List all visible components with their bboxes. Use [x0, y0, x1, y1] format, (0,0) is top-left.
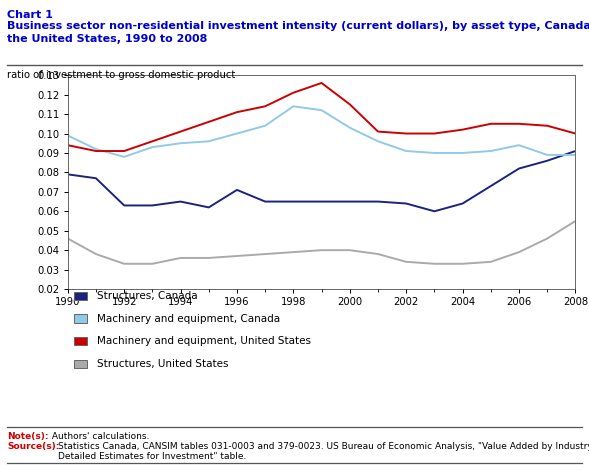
- Text: Machinery and equipment, Canada: Machinery and equipment, Canada: [97, 313, 280, 324]
- Text: Structures, Canada: Structures, Canada: [97, 291, 198, 301]
- Text: ratio of investment to gross domestic product: ratio of investment to gross domestic pr…: [7, 70, 236, 80]
- Text: Note(s):: Note(s):: [7, 432, 48, 441]
- Text: Machinery and equipment, United States: Machinery and equipment, United States: [97, 336, 311, 346]
- Text: Structures, United States: Structures, United States: [97, 359, 229, 369]
- Text: Business sector non-residential investment intensity (current dollars), by asset: Business sector non-residential investme…: [7, 21, 589, 44]
- Text: Source(s):: Source(s):: [7, 442, 59, 451]
- Text: Statistics Canada, CANSIM tables 031-0003 and 379-0023. US Bureau of Economic An: Statistics Canada, CANSIM tables 031-000…: [58, 442, 589, 461]
- Text: Chart 1: Chart 1: [7, 10, 53, 20]
- Text: Authors' calculations.: Authors' calculations.: [49, 432, 150, 441]
